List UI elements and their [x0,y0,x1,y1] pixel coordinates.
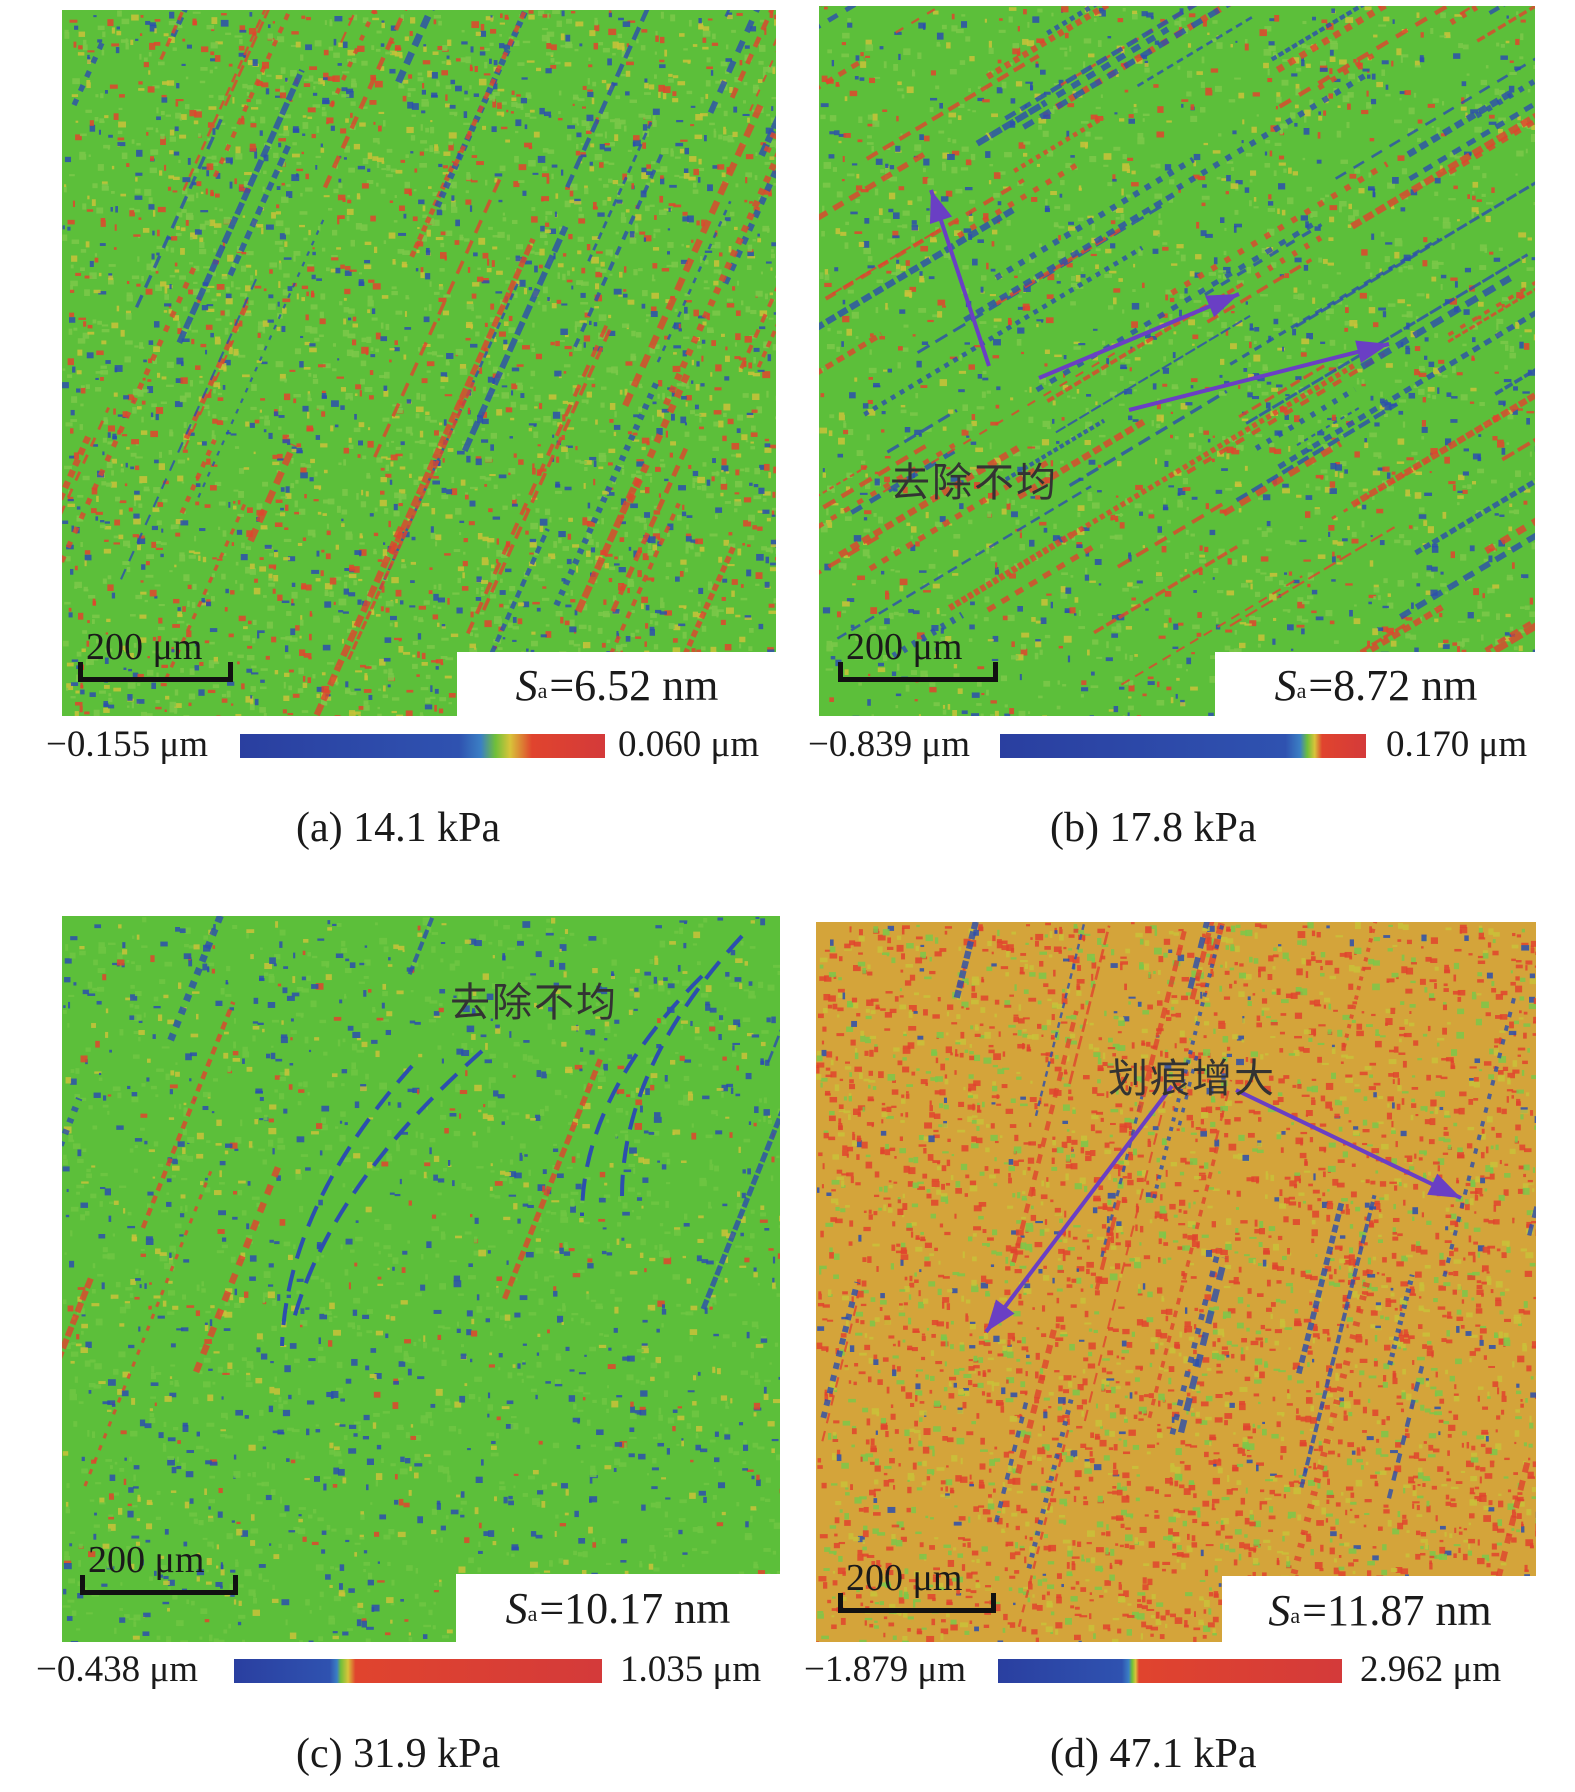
colorbar-d [998,1659,1342,1683]
scale-bar-b: 200 μm [838,625,1003,705]
scale-bar-a: 200 μm [78,625,238,705]
scale-bar-line [838,1593,996,1613]
sa-subscript: a [537,678,548,703]
colorbar-min: −1.879 μm [804,1649,966,1690]
scale-bar-line [80,1575,238,1595]
scale-bar-line [78,662,233,682]
scale-bar-c: 200 μm [80,1538,245,1618]
annotation-b: 去除不均 [890,460,1058,506]
colorbar-min: −0.438 μm [36,1649,198,1690]
sa-symbol: S [1268,1585,1291,1635]
colorbar-row-c: −0.438 μm 1.035 μm [30,1650,790,1690]
surface-map-b [819,6,1535,716]
sa-value: =6.52 nm [549,660,719,710]
colorbar-row-b: −0.839 μm 0.170 μm [800,725,1560,765]
sa-symbol: S [505,1583,528,1633]
colorbar-row-a: −0.155 μm 0.060 μm [40,725,780,765]
caption-d: (d) 47.1 kPa [1050,1731,1257,1777]
colorbar-a [240,734,605,758]
scale-label: 200 μm [86,626,203,668]
colorbar-max: 0.060 μm [618,724,760,765]
colorbar-min: −0.839 μm [808,724,970,765]
scale-bar-d: 200 μm [838,1556,1003,1636]
caption-c: (c) 31.9 kPa [296,1731,501,1777]
surface-map-a [62,10,776,716]
scale-label: 200 μm [846,1557,963,1599]
sa-value: =11.87 nm [1302,1585,1492,1635]
sa-symbol: S [1274,660,1297,710]
colorbar-max: 2.962 μm [1360,1649,1502,1690]
scale-label: 200 μm [846,626,963,668]
colorbar-c [234,1659,602,1683]
caption-a: (a) 14.1 kPa [296,805,501,851]
sa-subscript: a [1290,1603,1301,1628]
sa-subscript: a [527,1601,538,1626]
sa-value: =10.17 nm [539,1583,731,1633]
scale-bar-line [838,662,998,682]
surface-map-d [816,922,1536,1642]
colorbar-max: 0.170 μm [1386,724,1528,765]
annotation-d: 划痕增大 [1108,1056,1276,1102]
surface-map-c [62,916,780,1642]
colorbar-b [1000,734,1366,758]
caption-b: (b) 17.8 kPa [1050,805,1257,851]
colorbar-max: 1.035 μm [620,1649,762,1690]
scale-label: 200 μm [88,1539,205,1581]
colorbar-min: −0.155 μm [46,724,208,765]
sa-value: =8.72 nm [1308,660,1478,710]
sa-symbol: S [515,660,538,710]
colorbar-row-d: −1.879 μm 2.962 μm [800,1650,1560,1690]
annotation-c: 去除不均 [450,980,618,1026]
sa-subscript: a [1296,678,1307,703]
